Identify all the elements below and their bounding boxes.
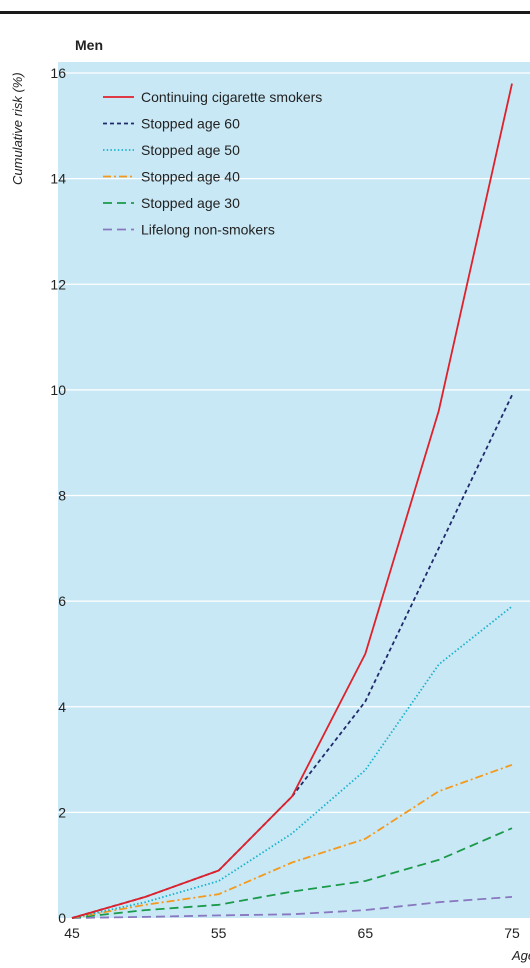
series-line-stopped-age-50	[71, 605, 513, 919]
legend-label: Stopped age 40	[141, 169, 240, 185]
x-tick-label: 45	[64, 925, 80, 941]
series-line-stopped-age-30	[71, 827, 513, 919]
x-tick-label: 55	[211, 925, 227, 941]
legend-label: Continuing cigarette smokers	[141, 89, 322, 105]
series-line-stopped-age-40	[71, 763, 513, 919]
y-tick-label: 16	[50, 65, 66, 81]
y-tick-label: 4	[58, 699, 66, 715]
y-tick-label: 8	[58, 488, 66, 504]
legend-label: Stopped age 30	[141, 195, 240, 211]
y-tick-label: 6	[58, 593, 66, 609]
legend-label: Stopped age 60	[141, 116, 240, 132]
x-tick-label: 75	[504, 925, 520, 941]
series-line-continuing-cigarette-smokers	[71, 83, 513, 919]
x-tick-label: 65	[358, 925, 374, 941]
legend-label: Lifelong non-smokers	[141, 222, 275, 238]
y-tick-label: 12	[50, 276, 66, 292]
top-rule	[0, 11, 530, 14]
y-tick-label: 2	[58, 804, 66, 820]
legend-label: Stopped age 50	[141, 142, 240, 158]
plot-area	[58, 62, 530, 918]
series-line-lifelong-non-smokers	[71, 896, 513, 919]
y-tick-label: 14	[50, 171, 66, 187]
y-tick-label: 10	[50, 382, 66, 398]
y-tick-label: 0	[58, 910, 66, 926]
chart-title: Men	[75, 37, 103, 53]
y-axis-title: Cumulative risk (%)	[10, 72, 25, 185]
series-line-stopped-age-60	[71, 394, 513, 919]
x-axis-title: Age	[511, 948, 530, 963]
